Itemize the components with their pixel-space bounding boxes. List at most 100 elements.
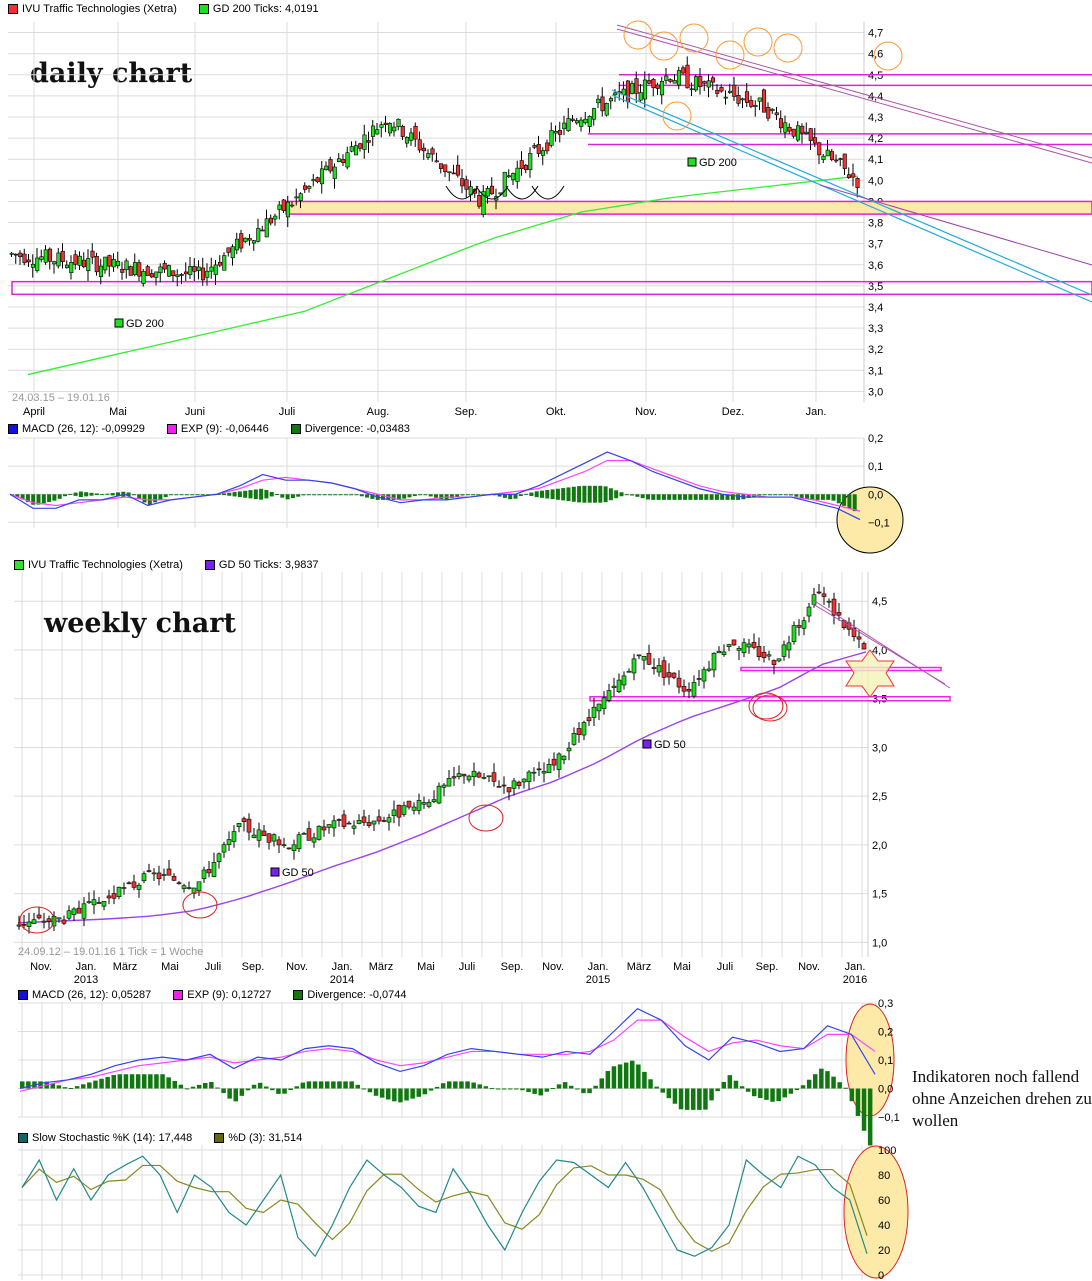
weekly-exp-label: EXP (9): 0,12727 xyxy=(187,989,272,1001)
y-tick: 40 xyxy=(878,1220,890,1232)
support-zone xyxy=(740,666,942,672)
gd200-label: GD 200 xyxy=(699,157,737,169)
x-tick: Mai xyxy=(673,961,691,973)
y-tick: 80 xyxy=(878,1170,890,1182)
x-tick: Dez. xyxy=(722,406,745,418)
y-tick: 3,1 xyxy=(868,365,883,377)
y-tick: 4,7 xyxy=(868,28,883,40)
y-tick: 3,0 xyxy=(868,386,883,398)
x-tick: April xyxy=(23,406,45,418)
grid xyxy=(18,1145,877,1280)
grid xyxy=(18,1002,877,1118)
x-tick: Nov. xyxy=(542,961,564,973)
x-tick: Aug. xyxy=(367,406,390,418)
daily-divergence-label: Divergence: -0,03483 xyxy=(304,423,410,435)
y-tick: 0,0 xyxy=(878,1084,893,1096)
y-tick: 3,5 xyxy=(868,281,883,293)
weekly-macd-legend: MACD (26, 12): 0,05287 EXP (9): 0,12727 … xyxy=(18,989,406,1001)
highlight-circle xyxy=(748,692,784,720)
y-tick: 100 xyxy=(878,1145,896,1157)
gd50-label: GD 50 xyxy=(282,867,314,879)
highlight-circle xyxy=(679,23,709,53)
divergence-swatch-icon xyxy=(290,424,301,434)
y-tick: 1,5 xyxy=(872,889,887,901)
x-tick: Sep. xyxy=(242,961,265,973)
y-tick: 4,4 xyxy=(868,91,883,103)
date-range: 24.09.12 – 19.01.16 1 Tick = 1 Woche xyxy=(18,946,203,958)
y-tick: 0,0 xyxy=(868,489,883,501)
highlight-circle xyxy=(773,33,803,63)
pattern-arc xyxy=(475,185,509,200)
y-tick: 0,3 xyxy=(878,998,893,1010)
x-tick-year: 2016 xyxy=(843,974,867,986)
stoch-d-label: %D (3): 31,514 xyxy=(228,1132,303,1144)
x-tick: Nov. xyxy=(798,961,820,973)
pattern-arc xyxy=(505,185,539,200)
daily-macd-legend-macd: MACD (26, 12): -0,09929 xyxy=(8,423,145,435)
x-tick: Jan. xyxy=(588,961,609,973)
x-tick: Mai xyxy=(417,961,435,973)
macd-line xyxy=(19,1007,876,1090)
y-tick: 4,0 xyxy=(872,645,887,657)
x-tick-year: 2014 xyxy=(330,974,354,986)
daily-legend-gd200-label: GD 200 Ticks: 4,0191 xyxy=(212,3,319,15)
x-tick: Jan. xyxy=(76,961,97,973)
downtrend-line xyxy=(616,28,1092,164)
daily-macd-legend-exp: EXP (9): -0,06446 xyxy=(166,423,269,435)
y-tick: 3,3 xyxy=(868,323,883,335)
x-tick: Jan. xyxy=(806,406,827,418)
y-tick: 1,0 xyxy=(872,937,887,949)
stoch-k-line xyxy=(21,1155,868,1258)
x-tick: Nov. xyxy=(635,406,657,418)
stoch-k-swatch-icon xyxy=(18,1133,28,1143)
weekly-stoch-legend: Slow Stochastic %K (14): 17,448 %D (3): … xyxy=(18,1132,302,1144)
divergence-bars xyxy=(20,1060,873,1146)
indicator-comment: Indikatoren noch fallend ohne Anzeichen … xyxy=(912,1067,1092,1130)
gd50-marker-icon xyxy=(270,867,280,877)
x-tick: Sep. xyxy=(501,961,524,973)
x-tick: Mai xyxy=(161,961,179,973)
x-tick: Nov. xyxy=(286,961,308,973)
exp-line xyxy=(9,459,861,512)
daily-macd-label: MACD (26, 12): -0,09929 xyxy=(22,423,145,435)
y-tick: 4,1 xyxy=(868,154,883,166)
y-tick: 3,5 xyxy=(872,694,887,706)
highlight-ellipse xyxy=(843,1145,909,1279)
x-tick: Juni xyxy=(185,406,205,418)
x-tick: Okt. xyxy=(546,406,566,418)
daily-legend-price: IVU Traffic Technologies (Xetra) xyxy=(8,3,177,15)
channel-line xyxy=(611,89,1092,296)
weekly-chart-annotation: weekly chart xyxy=(44,608,236,639)
highlight-circle xyxy=(662,101,692,131)
x-tick-year: 2015 xyxy=(586,974,610,986)
highlight-circle xyxy=(623,20,653,50)
support-zone xyxy=(285,200,1092,215)
weekly-divergence-label: Divergence: -0,0744 xyxy=(307,989,407,1001)
highlight-circle xyxy=(649,31,679,61)
pattern-arc xyxy=(531,185,565,200)
exp-swatch-icon xyxy=(173,990,184,1000)
x-tick: Nov. xyxy=(30,961,52,973)
stoch-k-label: Slow Stochastic %K (14): 17,448 xyxy=(32,1132,193,1144)
daily-macd-legend-div: Divergence: -0,03483 xyxy=(290,423,410,435)
y-tick: 0,2 xyxy=(878,1027,893,1039)
price-swatch-icon xyxy=(14,560,24,570)
y-tick: 3,6 xyxy=(868,260,883,272)
x-tick: Juli xyxy=(459,961,476,973)
support-zone-lower xyxy=(11,280,1092,296)
y-tick: 0,1 xyxy=(868,461,883,473)
y-tick: −0,1 xyxy=(868,517,890,529)
gd50-label: GD 50 xyxy=(654,739,686,751)
x-tick-year: 2013 xyxy=(74,974,98,986)
x-tick: Juli xyxy=(205,961,222,973)
highlight-circle xyxy=(752,694,788,722)
weekly-legend-price-label: IVU Traffic Technologies (Xetra) xyxy=(28,559,183,571)
weekly-legend-gd50: GD 50 Ticks: 3,9837 xyxy=(204,559,319,571)
date-range: 24.03.15 – 19.01.16 xyxy=(12,392,110,404)
y-tick: 3,2 xyxy=(868,344,883,356)
stoch-d-line xyxy=(21,1164,868,1252)
weekly-legend-price: IVU Traffic Technologies (Xetra) xyxy=(14,559,183,571)
y-tick: 3,4 xyxy=(868,302,883,314)
gd200-marker-icon xyxy=(687,157,697,167)
